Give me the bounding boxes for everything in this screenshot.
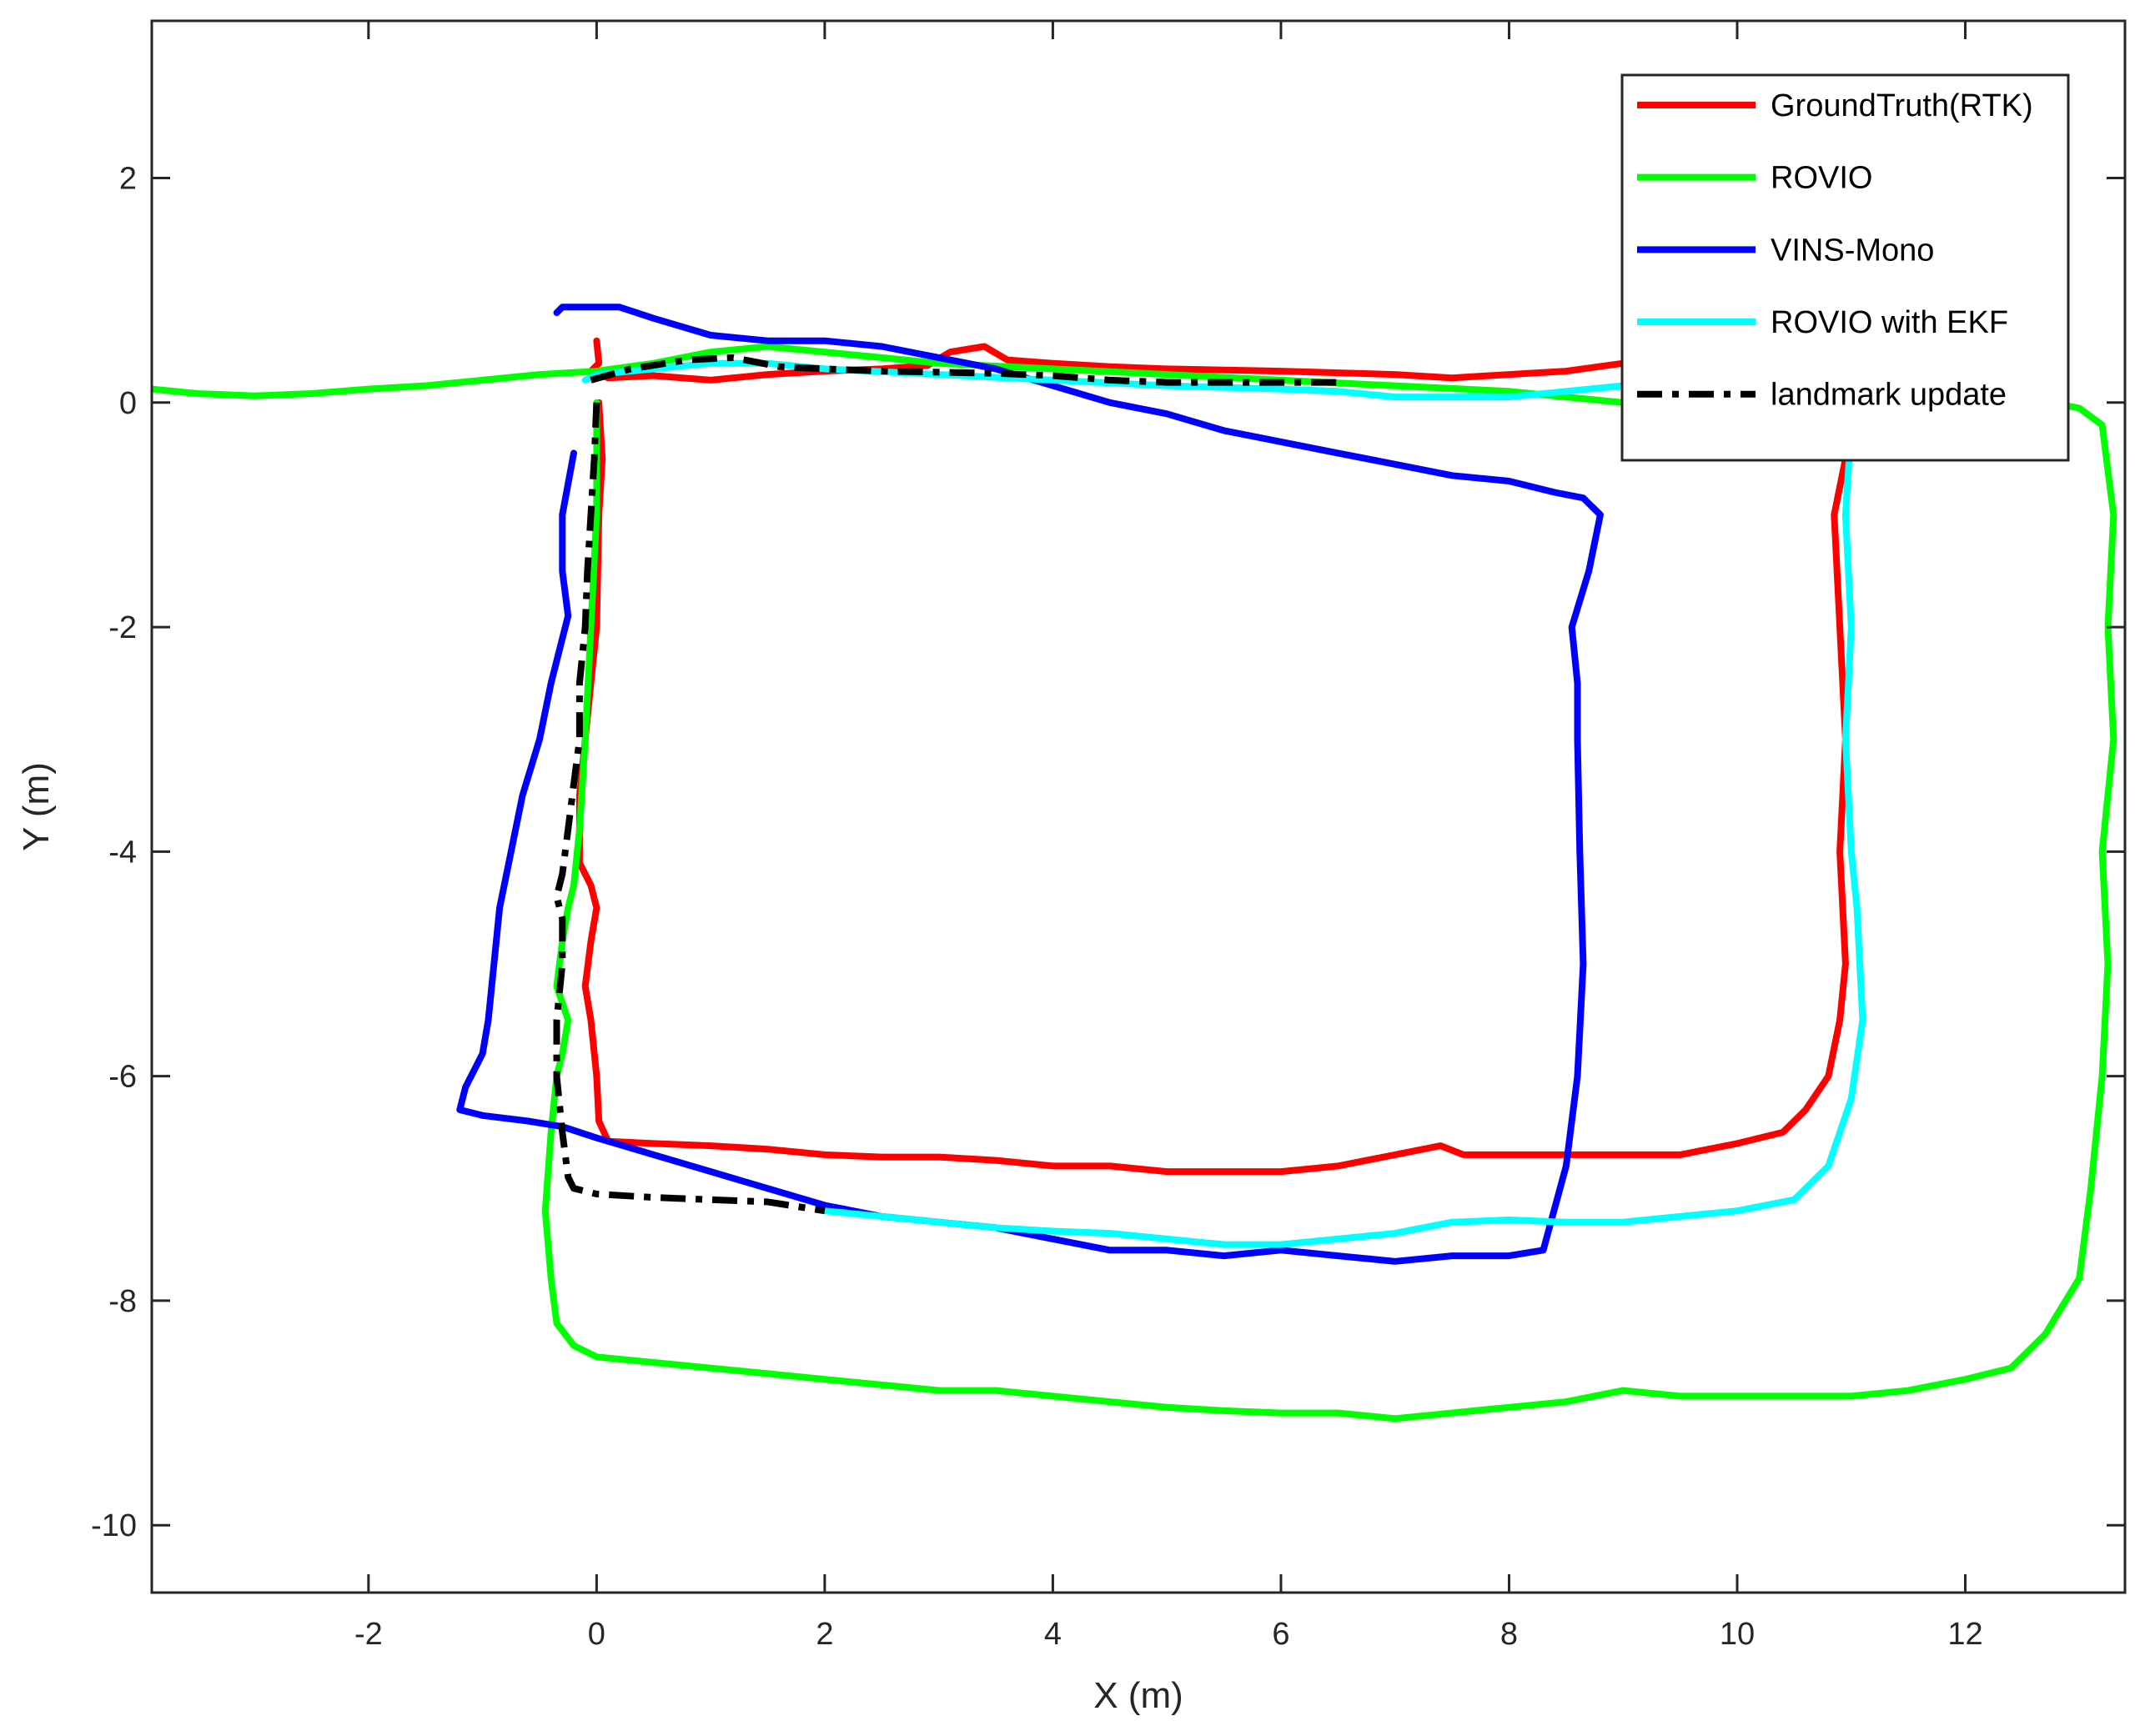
series-line-0 <box>575 337 1849 1176</box>
y-tick-label: -6 <box>108 1060 137 1095</box>
y-tick-label: -10 <box>91 1508 137 1543</box>
y-tick-label: -8 <box>108 1284 137 1319</box>
x-tick-label: -2 <box>354 1617 383 1652</box>
series-layer <box>152 304 2117 1422</box>
y-axis-label: Y (m) <box>16 762 57 851</box>
x-tick-label: 12 <box>1947 1617 1982 1652</box>
x-axis-label: X (m) <box>1093 1675 1183 1716</box>
legend-label: VINS-Mono <box>1771 233 1934 268</box>
series-line-1 <box>152 343 2117 1422</box>
series-line-4 <box>553 402 826 1215</box>
y-tick-label: 2 <box>119 162 137 197</box>
legend-label: GroundTruth(RTK) <box>1771 88 2033 123</box>
legend-label: ROVIO with EKF <box>1771 305 2008 340</box>
tick-layer: -2 0 2 4 6 8 10 12 -10 -8 -6 -4 -2 0 2 <box>91 21 2125 1652</box>
y-tick-label: -4 <box>108 835 137 870</box>
x-tick-label: 2 <box>816 1617 833 1652</box>
y-tick-label: 0 <box>119 386 137 421</box>
y-tick-label: -2 <box>108 610 137 645</box>
legend-label: ROVIO <box>1771 161 1872 196</box>
x-tick-label: 0 <box>588 1617 605 1652</box>
x-tick-label: 4 <box>1044 1617 1062 1652</box>
legend-label: landmark update <box>1771 378 2007 413</box>
plot-frame <box>150 19 2127 1594</box>
x-tick-label: 8 <box>1500 1617 1518 1652</box>
series-line-5 <box>590 354 1339 386</box>
legend: GroundTruth(RTK) ROVIO VINS-Mono ROVIO with… <box>1620 73 2070 462</box>
x-tick-label: 10 <box>1720 1617 1755 1652</box>
x-tick-label: 6 <box>1272 1617 1289 1652</box>
